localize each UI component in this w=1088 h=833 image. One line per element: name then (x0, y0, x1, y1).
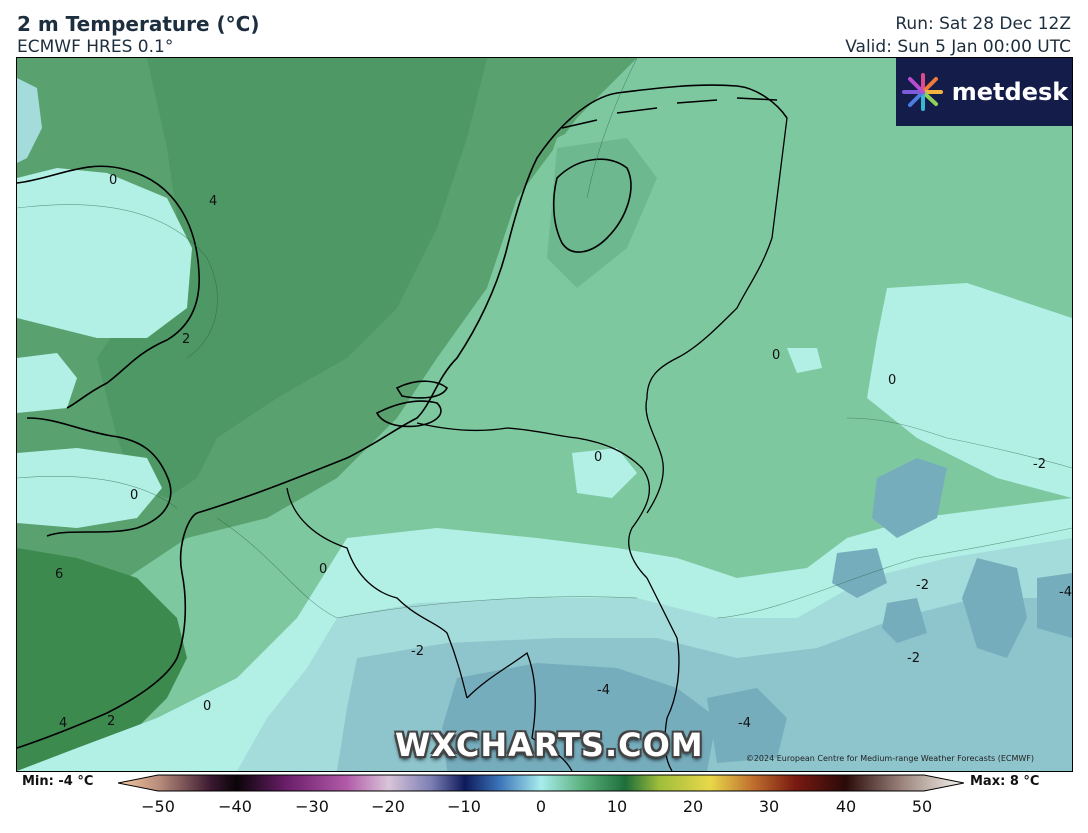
cold-core-east-3 (1037, 573, 1072, 638)
max-value-label: Max: 8 °C (970, 774, 1040, 789)
contour-label: 2 (182, 332, 190, 347)
map-canvas: 0 4 2 0 6 4 2 0 0 0 0 0 -2 -2 -4 -2 -4 -… (17, 58, 1072, 771)
scale-tick: −30 (295, 797, 329, 816)
contour-label: 0 (772, 348, 780, 363)
pale-pocket-nrw (787, 348, 822, 373)
fr-be-border (286, 487, 468, 699)
model-label: ECMWF HRES 0.1° (17, 37, 174, 57)
cold-core-luxembourg (442, 663, 717, 771)
netherlands-region (437, 88, 897, 538)
contour-label: -4 (617, 737, 630, 752)
lux-border (466, 651, 573, 771)
contour-label: 0 (130, 488, 138, 503)
contour-label: 2 (107, 714, 115, 729)
germany-pale-region (867, 283, 1072, 498)
chart-title: 2 m Temperature (°C) (17, 12, 260, 36)
contour-labels: 0 4 2 0 6 4 2 0 0 0 0 0 -2 -2 -4 -2 -4 -… (55, 173, 1072, 752)
color-scale-ticks: −50 −40 −30 −20 −10 0 10 20 30 40 50 (0, 797, 1088, 821)
uk-cool-region-thames (17, 448, 162, 528)
scale-tick: 30 (758, 797, 780, 816)
pale-pocket-belgium (572, 448, 637, 498)
scale-tick: 0 (535, 797, 547, 816)
copyright-notice: ©2024 European Centre for Medium-range W… (745, 754, 1034, 763)
channel-warm-region (17, 548, 187, 771)
contour-label: -2 (1033, 457, 1046, 472)
sea-warm-core (97, 58, 487, 498)
continent-coastline (196, 84, 788, 514)
uk-south-coastline (17, 512, 198, 749)
contour-label: 0 (109, 173, 117, 188)
scale-tick: 10 (606, 797, 628, 816)
uk-cool-region-north (17, 168, 192, 338)
contour-label: -4 (738, 716, 751, 731)
watermark: WXCHARTS.COM (395, 726, 704, 764)
temperature-map[interactable]: 0 4 2 0 6 4 2 0 0 0 0 0 -2 -2 -4 -2 -4 -… (16, 57, 1073, 772)
zeeland-islands (375, 380, 449, 428)
contour-label: -2 (916, 578, 929, 593)
nl-de-border (645, 117, 788, 514)
run-label: Run: Sat 28 Dec 12Z (895, 14, 1071, 34)
scale-tick: −50 (141, 797, 175, 816)
scale-tick: −20 (371, 797, 405, 816)
nl-be-border (416, 422, 651, 579)
isotherm-layer (17, 58, 1072, 619)
cold-core-south (707, 688, 787, 763)
contour-label: 0 (888, 373, 896, 388)
ijsselmeer-shore (552, 158, 632, 253)
contour-label: -2 (907, 651, 920, 666)
cold-core-east-1 (872, 458, 947, 538)
uk-west-cool (17, 78, 42, 163)
color-scale-bar (118, 774, 964, 792)
contour-label: 0 (594, 450, 602, 465)
uk-east-coastline (17, 165, 200, 537)
metdesk-logo: metdesk (896, 58, 1072, 126)
wadden-islands (561, 97, 778, 129)
scale-tick: 40 (835, 797, 857, 816)
cold-core-east-5 (882, 598, 927, 643)
contour-label: -2 (411, 644, 424, 659)
color-scale-gradient (118, 774, 964, 792)
scale-tick: 20 (682, 797, 704, 816)
scale-tick: −40 (218, 797, 252, 816)
logo-text: metdesk (951, 78, 1069, 106)
cold-core-east-4 (832, 548, 887, 598)
contour-label: -4 (597, 683, 610, 698)
contour-label: 4 (209, 194, 217, 209)
starburst-logo-icon (901, 73, 943, 111)
contour-label: 6 (55, 567, 63, 582)
valid-time-label: Valid: Sun 5 Jan 00:00 UTC (845, 37, 1071, 57)
scale-tick: 50 (911, 797, 933, 816)
contour-label: 4 (59, 716, 67, 731)
cold-core-east-2 (962, 558, 1027, 658)
contour-label: -4 (1059, 585, 1072, 600)
contour-label: 0 (319, 562, 327, 577)
coastline-layer (17, 84, 788, 749)
min-value-label: Min: -4 °C (22, 774, 94, 789)
contour-label: 0 (203, 699, 211, 714)
scale-tick: −10 (447, 797, 481, 816)
border-layer (286, 117, 788, 771)
de-lux-border (646, 577, 680, 771)
uk-cool-region-south (17, 353, 77, 413)
